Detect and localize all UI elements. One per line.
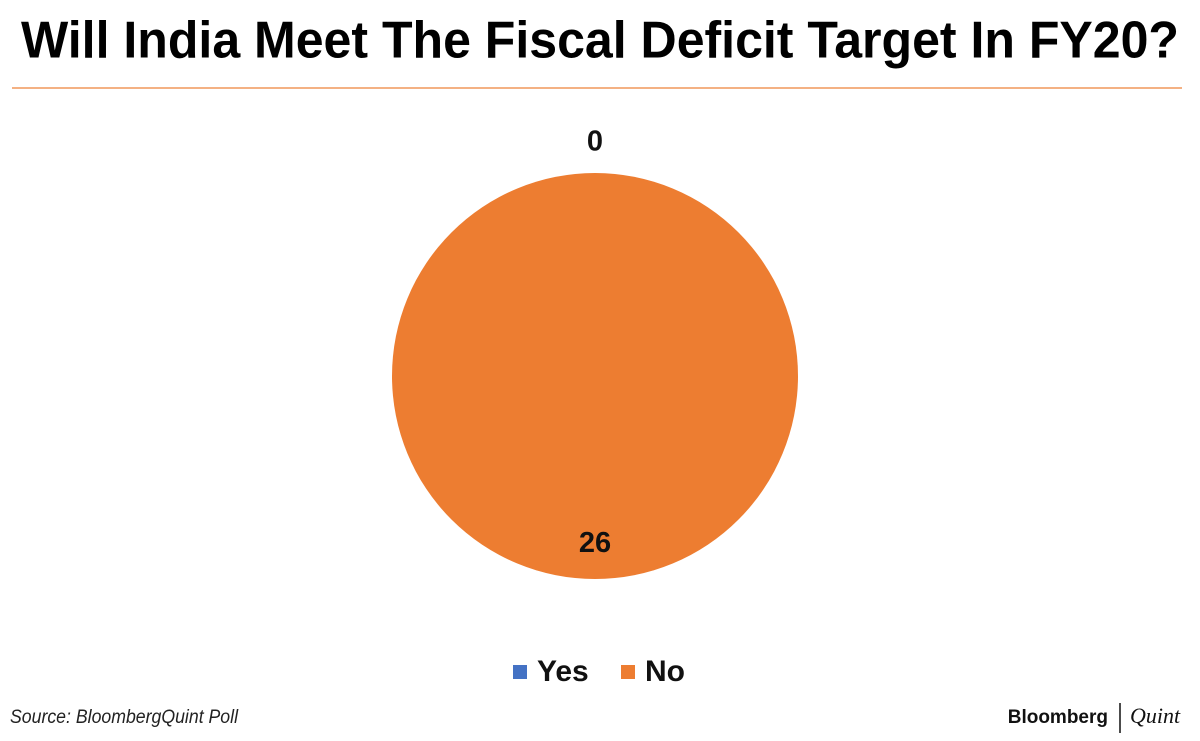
legend-label: Yes (537, 655, 589, 688)
legend-marker (621, 665, 635, 679)
chart-title: Will India Meet The Fiscal Deficit Targe… (21, 12, 1179, 70)
brand-name: Bloomberg (1008, 707, 1108, 728)
data-label: 26 (579, 527, 611, 559)
data-label: 0 (587, 126, 603, 158)
legend-label: No (645, 655, 685, 688)
source: Source: BloombergQuint Poll (10, 707, 239, 728)
pie-slice (392, 173, 798, 579)
brand-name: Quint (1130, 703, 1181, 728)
legend-marker (513, 665, 527, 679)
